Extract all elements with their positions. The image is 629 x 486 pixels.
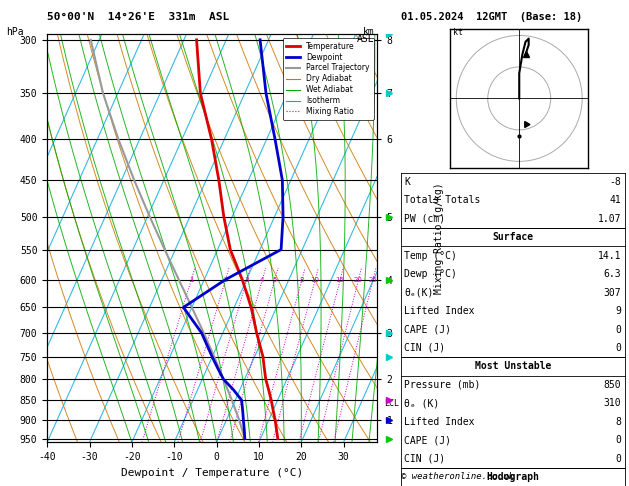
Text: hPa: hPa <box>6 27 24 37</box>
Text: 0: 0 <box>616 435 621 445</box>
Text: 8: 8 <box>299 277 304 283</box>
Text: -8: -8 <box>610 177 621 187</box>
Y-axis label: Mixing Ratio (g/kg): Mixing Ratio (g/kg) <box>434 182 444 294</box>
Text: 41: 41 <box>610 195 621 205</box>
Text: Pressure (mb): Pressure (mb) <box>404 380 481 390</box>
Text: PW (cm): PW (cm) <box>404 214 445 224</box>
Text: 2: 2 <box>223 277 228 283</box>
Text: 1: 1 <box>189 277 194 283</box>
Text: 6.3: 6.3 <box>604 269 621 279</box>
Text: CAPE (J): CAPE (J) <box>404 325 452 334</box>
Text: kt: kt <box>453 29 463 37</box>
Legend: Temperature, Dewpoint, Parcel Trajectory, Dry Adiabat, Wet Adiabat, Isotherm, Mi: Temperature, Dewpoint, Parcel Trajectory… <box>282 38 374 120</box>
Text: CIN (J): CIN (J) <box>404 454 445 464</box>
Text: ASL: ASL <box>357 34 375 44</box>
Text: θₑ (K): θₑ (K) <box>404 399 440 408</box>
Text: 850: 850 <box>604 380 621 390</box>
Text: CAPE (J): CAPE (J) <box>404 435 452 445</box>
Text: 15: 15 <box>336 277 345 283</box>
Text: km: km <box>363 27 375 37</box>
Text: 0: 0 <box>616 454 621 464</box>
Text: 14.1: 14.1 <box>598 251 621 260</box>
Text: 310: 310 <box>604 399 621 408</box>
Text: 5: 5 <box>272 277 277 283</box>
Text: 01.05.2024  12GMT  (Base: 18): 01.05.2024 12GMT (Base: 18) <box>401 12 582 22</box>
Text: 307: 307 <box>604 288 621 297</box>
Text: Surface: Surface <box>493 232 533 242</box>
Text: Hodograph: Hodograph <box>486 472 540 482</box>
Text: 25: 25 <box>369 277 377 283</box>
Text: 9: 9 <box>616 306 621 316</box>
Text: 20: 20 <box>354 277 363 283</box>
Text: θₑ(K): θₑ(K) <box>404 288 434 297</box>
Text: 4: 4 <box>260 277 264 283</box>
Text: 10: 10 <box>311 277 320 283</box>
Text: 0: 0 <box>616 325 621 334</box>
Text: 1.07: 1.07 <box>598 214 621 224</box>
Text: 0: 0 <box>616 343 621 353</box>
Text: K: K <box>404 177 410 187</box>
Text: LCL: LCL <box>384 399 399 408</box>
Text: 50°00'N  14°26'E  331m  ASL: 50°00'N 14°26'E 331m ASL <box>47 12 230 22</box>
Text: 8: 8 <box>616 417 621 427</box>
Text: CIN (J): CIN (J) <box>404 343 445 353</box>
Text: Dewp (°C): Dewp (°C) <box>404 269 457 279</box>
Text: Temp (°C): Temp (°C) <box>404 251 457 260</box>
Text: Lifted Index: Lifted Index <box>404 306 475 316</box>
Text: Most Unstable: Most Unstable <box>475 362 551 371</box>
Text: Totals Totals: Totals Totals <box>404 195 481 205</box>
Text: Lifted Index: Lifted Index <box>404 417 475 427</box>
X-axis label: Dewpoint / Temperature (°C): Dewpoint / Temperature (°C) <box>121 468 303 478</box>
Text: 3: 3 <box>245 277 249 283</box>
Text: © weatheronline.co.uk: © weatheronline.co.uk <box>401 472 514 481</box>
